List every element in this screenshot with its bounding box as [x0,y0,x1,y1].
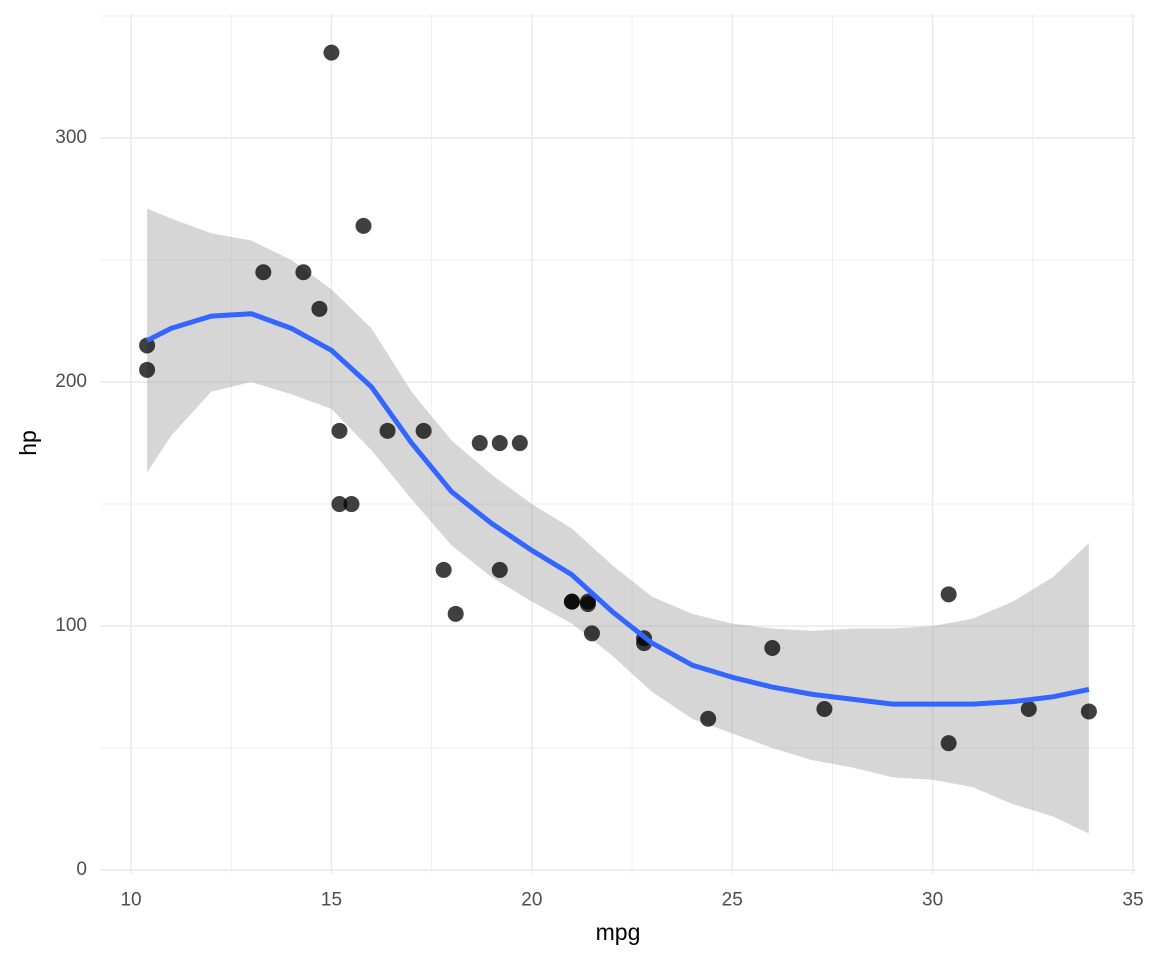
point [563,593,580,610]
x-tick-label: 25 [722,890,743,911]
grid [100,13,1136,874]
point [139,361,156,378]
point [331,422,348,439]
point [491,561,508,578]
point [447,605,464,622]
x-tick-label: 35 [1122,890,1143,911]
point [295,264,312,281]
smooth-line [145,311,1090,707]
y-axis-title: hp [15,430,41,456]
point [1080,703,1097,720]
point [491,435,508,452]
point [311,300,328,317]
point [700,710,717,727]
x-tick-label: 10 [120,890,141,911]
confidence-band [147,208,1089,834]
labels: 10 15 20 25 30 35 0 100 200 300 [55,127,1143,911]
point [379,422,396,439]
point [940,735,957,752]
line-layer [145,311,1090,707]
point [255,264,272,281]
point [331,496,348,513]
point [355,217,372,234]
point [511,435,528,452]
point [1020,701,1037,717]
point [816,701,833,717]
y-tick-label: 200 [55,371,87,392]
x-tick-label: 30 [922,890,943,911]
point [764,640,781,656]
point [579,596,596,613]
x-tick-label: 20 [521,890,542,911]
y-tick-label: 100 [55,615,87,636]
point [323,44,340,61]
point [415,422,432,439]
point [343,496,360,513]
point [471,435,488,452]
point [583,625,600,642]
points-layer [139,44,1097,752]
x-axis-title: mpg [596,919,641,945]
band-layer [147,208,1089,834]
point [139,337,156,354]
y-tick-label: 300 [55,127,87,148]
point [940,586,957,603]
x-tick-label: 15 [321,890,342,911]
y-tick-label: 0 [76,859,87,880]
point [435,561,452,578]
